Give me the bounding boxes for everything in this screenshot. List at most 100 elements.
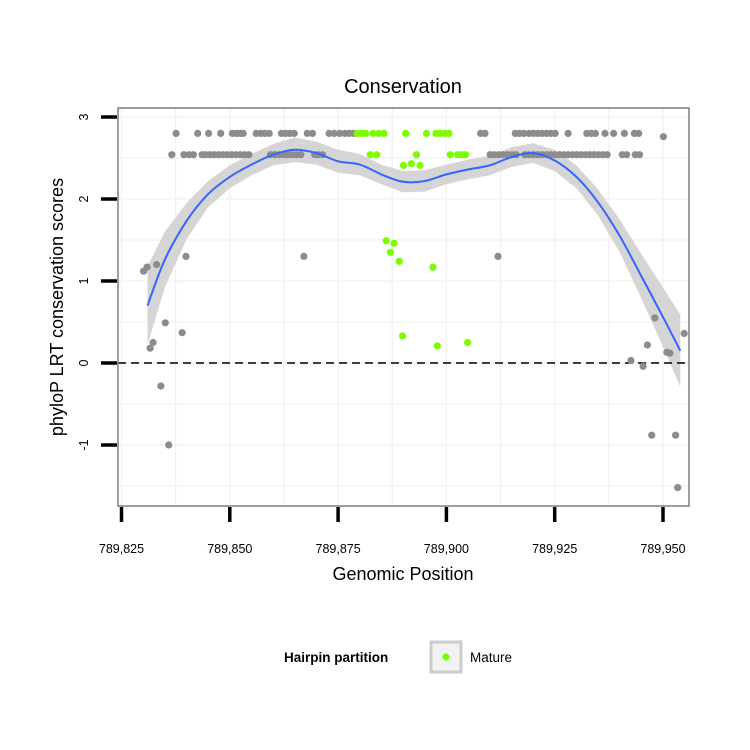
- other-point: [551, 129, 559, 137]
- other-point: [182, 252, 190, 260]
- x-tick-label-1: 789,850: [207, 542, 252, 556]
- other-point: [627, 356, 635, 365]
- mature-point: [375, 129, 383, 137]
- legend: Hairpin partition Mature: [284, 640, 512, 674]
- mature-point: [433, 342, 441, 350]
- other-point: [245, 151, 253, 159]
- other-point: [651, 314, 659, 322]
- other-point: [601, 129, 609, 137]
- other-point: [603, 151, 611, 159]
- other-point: [194, 129, 202, 137]
- y-tick-label-1: 2: [77, 195, 91, 202]
- mature-point: [390, 239, 398, 247]
- mature-point: [412, 151, 421, 159]
- other-point: [168, 151, 176, 159]
- mature-point: [446, 151, 454, 159]
- mature-point: [416, 161, 424, 169]
- other-point: [336, 129, 344, 137]
- mature-point: [399, 332, 407, 340]
- y-tick-label-2: 1: [77, 277, 91, 284]
- other-point: [639, 362, 647, 370]
- mature-point: [366, 151, 374, 159]
- other-point: [610, 129, 618, 137]
- mature-point: [402, 129, 410, 137]
- other-point: [265, 129, 273, 137]
- other-point: [217, 129, 225, 137]
- mature-point: [429, 263, 437, 271]
- other-point: [308, 129, 317, 137]
- other-point: [591, 129, 600, 137]
- other-point: [239, 129, 247, 137]
- other-point: [648, 431, 656, 439]
- x-tick-label-5: 789,950: [640, 542, 685, 556]
- other-point: [178, 329, 186, 337]
- other-point: [189, 151, 197, 159]
- other-point: [165, 441, 173, 449]
- other-point: [636, 151, 644, 159]
- mature-point: [369, 129, 377, 137]
- other-point: [143, 263, 151, 271]
- loess-fit-line: [146, 148, 682, 352]
- x-tick-label-3: 789,900: [424, 542, 469, 556]
- legend-title: Hairpin partition: [284, 650, 388, 665]
- other-point: [300, 252, 308, 260]
- other-point: [481, 129, 489, 137]
- x-axis-title: Genomic Position: [332, 564, 473, 584]
- y-axis-title: phyloP LRT conservation scores: [47, 178, 67, 436]
- other-point: [643, 341, 652, 349]
- x-axis: 789,825 789,850 789,875 789,900 789,925 789,9…: [99, 507, 686, 556]
- y-tick-label-4: -1: [77, 439, 91, 450]
- mature-point: [422, 129, 431, 137]
- other-point: [494, 252, 502, 260]
- mature-point: [380, 129, 388, 137]
- mature-point: [445, 129, 453, 137]
- legend-entry-mature: Mature: [470, 650, 512, 665]
- other-point: [666, 349, 674, 357]
- y-tick-label-0: 3: [77, 113, 91, 120]
- chart-title: Conservation: [344, 76, 462, 98]
- mature-point: [461, 151, 470, 159]
- other-point: [153, 261, 161, 269]
- confidence-band: [147, 137, 681, 387]
- mature-point: [373, 151, 381, 159]
- x-tick-label-0: 789,825: [99, 542, 144, 556]
- mature-point: [386, 248, 395, 256]
- other-point: [180, 151, 188, 159]
- x-tick-label-2: 789,875: [316, 542, 361, 556]
- other-point: [146, 344, 154, 352]
- other-point: [330, 129, 338, 137]
- other-point: [672, 431, 680, 439]
- smooth-curve: [146, 148, 682, 352]
- other-point: [297, 151, 305, 159]
- other-point: [659, 133, 668, 141]
- other-point: [149, 338, 157, 347]
- other-point: [161, 319, 169, 327]
- x-tick-label-4: 789,925: [532, 542, 577, 556]
- other-point: [635, 129, 643, 137]
- other-point: [520, 129, 528, 137]
- other-point: [674, 484, 682, 492]
- other-point: [564, 129, 572, 137]
- panel-border: [117, 107, 690, 507]
- y-axis: 3 2 1 0 -1: [77, 113, 117, 451]
- other-point: [623, 151, 631, 159]
- y-tick-label-3: 0: [77, 359, 91, 366]
- other-point: [205, 129, 213, 137]
- other-point: [325, 129, 333, 137]
- other-point: [680, 329, 688, 338]
- mature-point: [362, 129, 370, 137]
- legend-mature-marker: [442, 653, 450, 661]
- other-point: [290, 129, 298, 137]
- confidence-ribbon: [147, 137, 681, 387]
- data-points: [140, 129, 688, 492]
- other-point: [172, 129, 180, 137]
- other-point: [303, 129, 311, 137]
- mature-point: [395, 257, 403, 265]
- mature-point: [407, 160, 415, 168]
- mature-point: [464, 338, 472, 347]
- other-point: [157, 382, 165, 390]
- mature-point: [382, 237, 390, 245]
- mature-point: [399, 161, 408, 169]
- other-point: [620, 129, 629, 137]
